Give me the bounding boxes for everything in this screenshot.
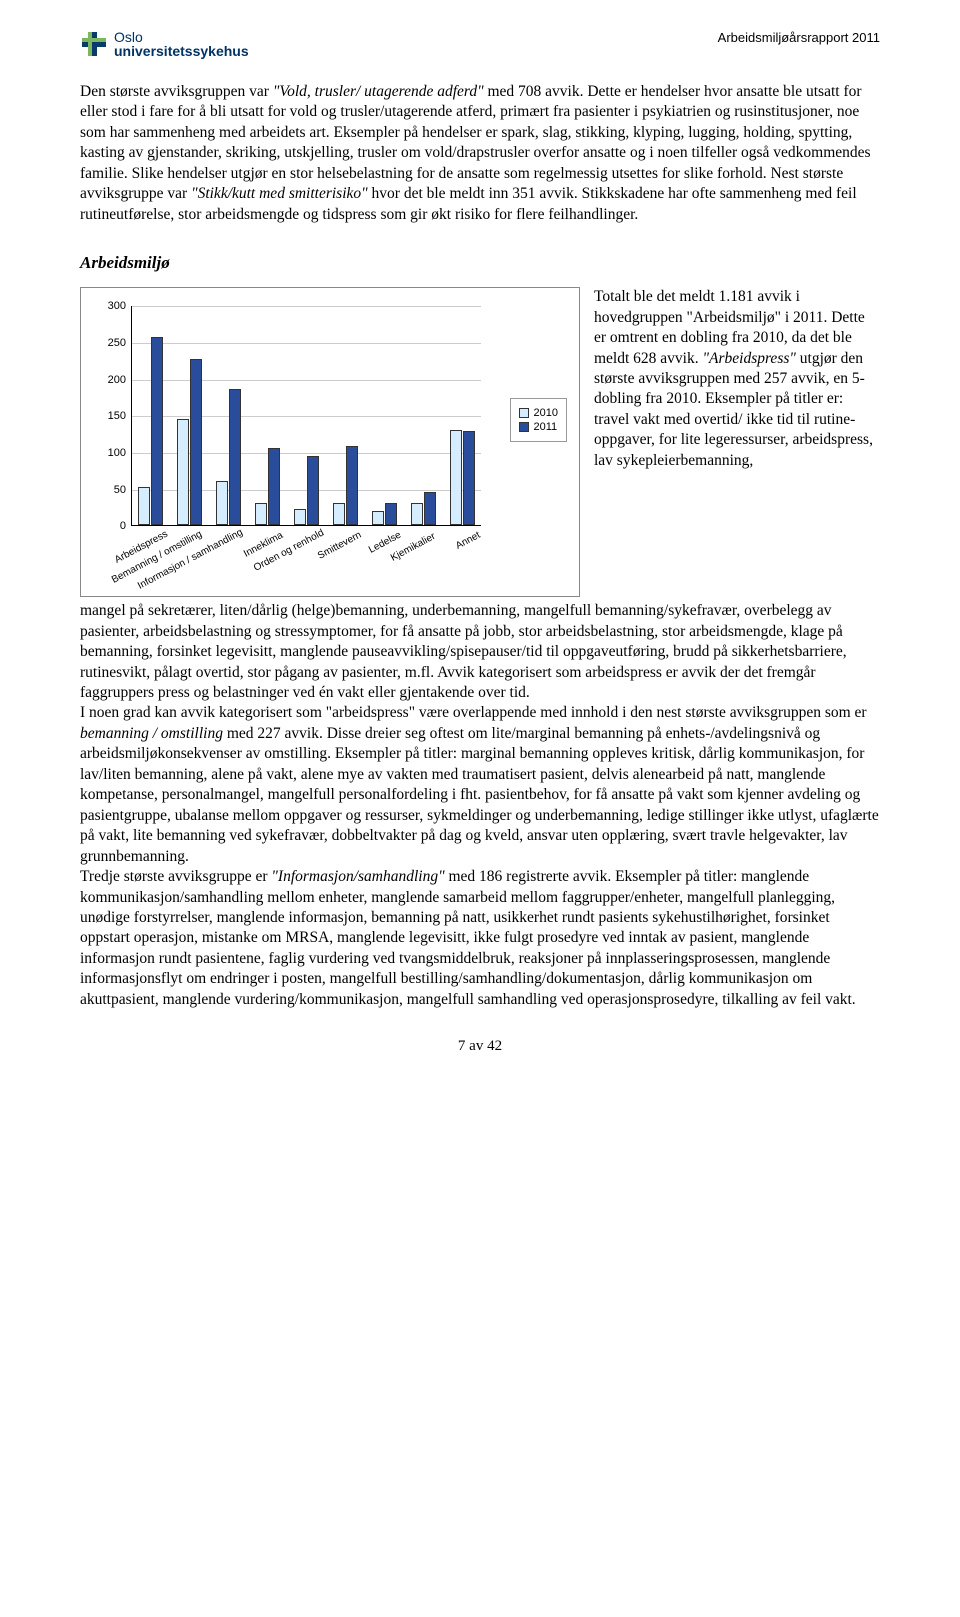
bar: [138, 487, 150, 525]
legend-swatch: [519, 422, 529, 432]
section-heading: Arbeidsmiljø: [80, 253, 880, 273]
header-right-text: Arbeidsmiljøårsrapport 2011: [718, 30, 880, 45]
page-header: Oslo universitetssykehus Arbeidsmiljøårs…: [80, 30, 880, 58]
bar-group: [294, 456, 319, 526]
legend-item: 2011: [519, 421, 558, 433]
bar-group: [450, 430, 475, 525]
ytick: 50: [114, 484, 126, 496]
bar: [255, 503, 267, 525]
page: Oslo universitetssykehus Arbeidsmiljøårs…: [0, 0, 960, 1085]
bar: [385, 503, 397, 525]
page-footer: 7 av 42: [80, 1038, 880, 1055]
bar: [229, 389, 241, 525]
chart-and-side-row: 050100150200250300ArbeidspressBemanning …: [80, 287, 880, 597]
logo-line2: universitetssykehus: [114, 44, 249, 58]
legend-item: 2010: [519, 407, 558, 419]
bar: [463, 431, 475, 525]
bar: [411, 503, 423, 525]
logo-line1: Oslo: [114, 30, 249, 44]
logo-text: Oslo universitetssykehus: [114, 30, 249, 58]
bar: [216, 481, 228, 525]
bar: [151, 337, 163, 525]
legend-label: 2011: [534, 421, 558, 433]
ytick: 100: [108, 447, 126, 459]
bar-group: [216, 389, 241, 525]
bar: [307, 456, 319, 526]
bar: [190, 359, 202, 525]
bar: [372, 511, 384, 526]
bar: [177, 419, 189, 525]
bar-group: [177, 359, 202, 525]
bar: [450, 430, 462, 525]
legend-label: 2010: [534, 407, 558, 419]
arbeidsmiljo-chart: 050100150200250300ArbeidspressBemanning …: [80, 287, 580, 597]
ytick: 0: [120, 520, 126, 532]
ytick: 200: [108, 374, 126, 386]
bar: [346, 446, 358, 525]
bar-group: [411, 492, 436, 525]
ytick: 150: [108, 410, 126, 422]
chart-legend: 2010 2011: [510, 398, 567, 442]
ytick: 300: [108, 300, 126, 312]
logo: Oslo universitetssykehus: [80, 30, 249, 58]
bar-group: [138, 337, 163, 525]
bar: [294, 509, 306, 525]
plot-area: 050100150200250300ArbeidspressBemanning …: [131, 306, 481, 526]
ytick: 250: [108, 337, 126, 349]
intro-paragraph: Den største avviksgruppen var "Vold, tru…: [80, 82, 880, 225]
xlabel: Annet: [454, 530, 482, 552]
side-text: Totalt ble det meldt 1.181 avvik i hoved…: [594, 287, 880, 471]
bar-group: [333, 446, 358, 525]
bar: [268, 448, 280, 525]
bar-group: [372, 503, 397, 525]
legend-swatch: [519, 408, 529, 418]
logo-icon: [80, 30, 108, 58]
bar: [424, 492, 436, 525]
bar-group: [255, 448, 280, 525]
continuation-text: mangel på sekretærer, liten/dårlig (helg…: [80, 601, 880, 1010]
bar: [333, 503, 345, 525]
